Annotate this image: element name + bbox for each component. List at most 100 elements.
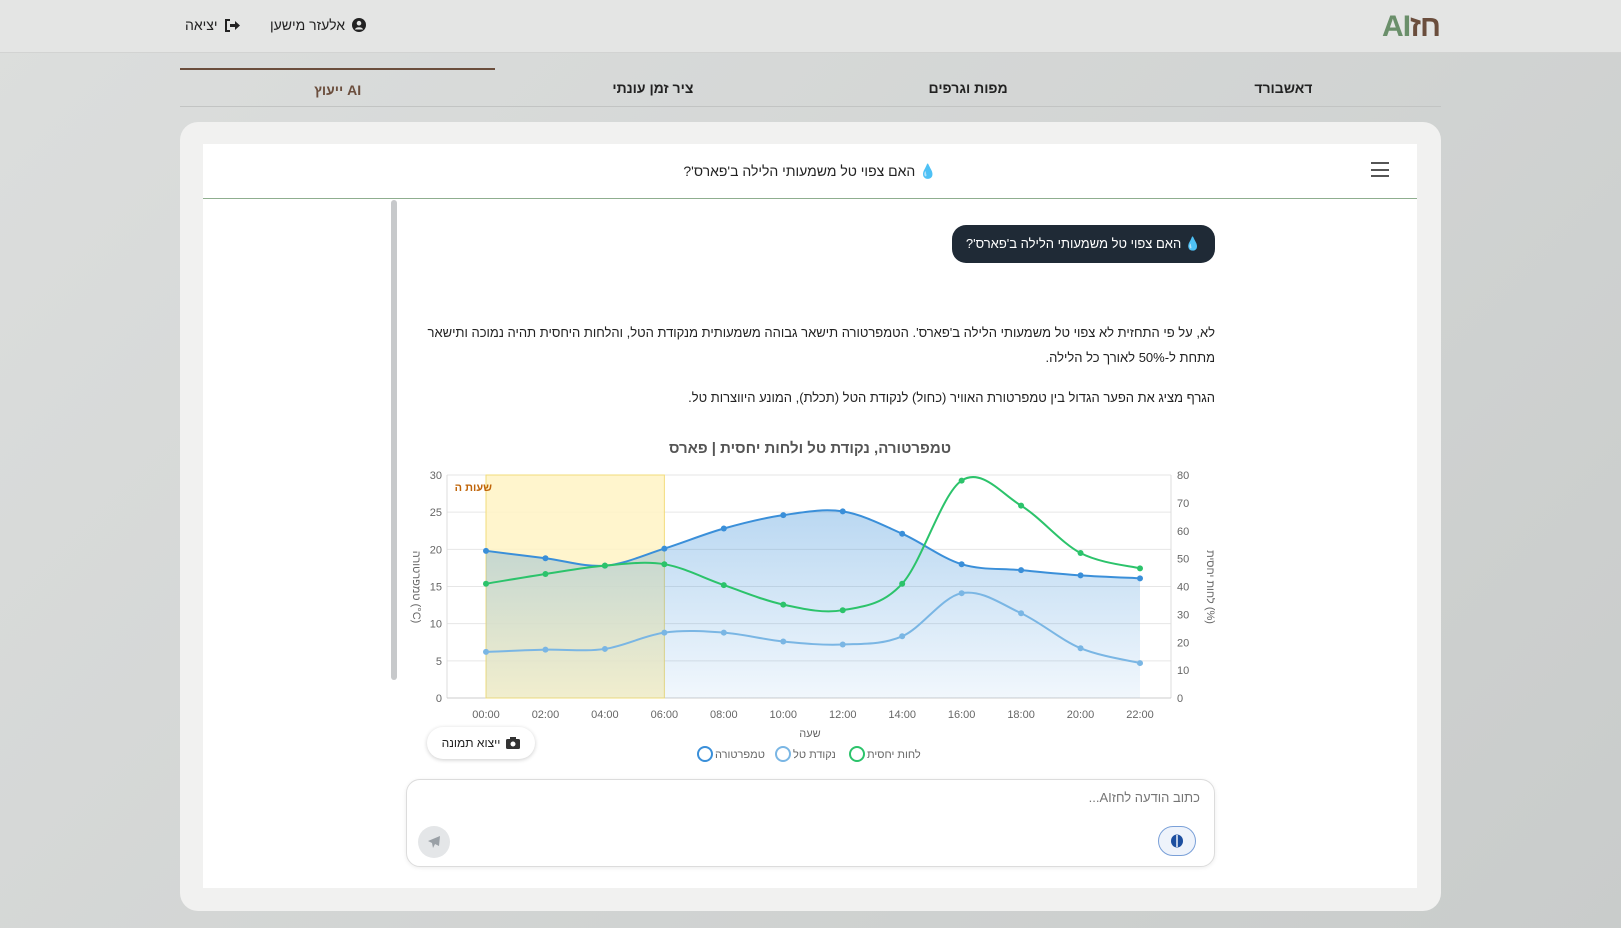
data-point	[661, 561, 668, 568]
data-point	[899, 580, 906, 587]
x-tick-label: 08:00	[710, 709, 738, 721]
data-point	[1137, 565, 1143, 572]
tab-seasonal-timeline[interactable]: ציר זמן עונתי	[612, 80, 694, 96]
assistant-answer-paragraph: הגרף מציג את הפער הגדול בין טמפרטורת האו…	[688, 390, 1215, 405]
x-tick-label: 14:00	[888, 709, 916, 721]
y2-tick-label: 20	[1177, 637, 1189, 649]
x-tick-label: 04:00	[591, 709, 619, 721]
y2-tick-label: 60	[1177, 526, 1189, 538]
data-point	[483, 580, 489, 587]
highlight-label: שעות ה	[455, 482, 493, 494]
tab-ai-advisor[interactable]: ייעוץ AI	[180, 68, 496, 106]
x-tick-label: 16:00	[948, 709, 976, 721]
chat-title: 💧 האם צפוי טל משמעותי הלילה ב'פארס'?	[683, 162, 937, 179]
data-point	[720, 525, 727, 532]
data-point	[1018, 567, 1025, 574]
data-point	[1137, 575, 1143, 582]
message-input[interactable]	[440, 790, 1200, 805]
data-point	[601, 562, 608, 569]
legend-marker	[775, 746, 791, 762]
data-point	[839, 607, 846, 614]
data-point	[720, 629, 727, 636]
dew-chart: טמפרטורה, נקודת טל ולחות יחסית | פארס 0 5…	[410, 440, 1215, 762]
data-point	[1018, 610, 1025, 617]
paper-plane-icon	[428, 836, 440, 848]
y-tick-label: 0	[436, 693, 442, 705]
data-point	[1137, 660, 1143, 667]
data-point	[483, 547, 489, 554]
data-point	[780, 638, 787, 645]
y-tick-label: 15	[430, 582, 442, 594]
sidebar-scrollbar[interactable]	[391, 200, 397, 680]
data-point	[1018, 502, 1025, 509]
legend-label: נקודת טל	[793, 748, 836, 761]
data-point	[720, 582, 727, 589]
y-tick-label: 10	[430, 619, 442, 631]
data-point	[483, 648, 489, 655]
x-tick-label: 06:00	[651, 709, 679, 721]
data-point	[661, 629, 668, 636]
assistant-answer-paragraph: לא, על פי התחזית לא צפוי טל משמעותי הליל…	[427, 325, 1215, 365]
data-point	[958, 590, 965, 597]
data-point	[958, 561, 965, 568]
y2-tick-label: 30	[1177, 609, 1189, 621]
chart-title: טמפרטורה, נקודת טל ולחות יחסית | פארס	[669, 440, 951, 457]
x-tick-label: 02:00	[532, 709, 560, 721]
data-point	[1077, 572, 1084, 579]
main-tabs: דאשבורד מפות וגרפים ציר זמן עונתי ייעוץ …	[180, 68, 1441, 107]
user-menu[interactable]: אלעזר מישען	[270, 17, 367, 33]
sign-out-icon	[224, 18, 240, 32]
data-point	[780, 512, 787, 519]
y2-tick-label: 50	[1177, 554, 1189, 566]
x-tick-label: 10:00	[770, 709, 798, 721]
y2-tick-label: 80	[1177, 470, 1189, 482]
y-tick-label: 25	[430, 507, 442, 519]
tab-dashboard[interactable]: דאשבורד	[1254, 80, 1313, 96]
legend-marker	[849, 746, 865, 762]
send-button[interactable]	[418, 826, 450, 858]
export-label: ייצוא תמונה	[441, 736, 501, 750]
data-point	[1077, 550, 1084, 557]
data-point	[661, 545, 668, 552]
data-point	[542, 570, 549, 577]
legend-label: לחות יחסית	[867, 748, 921, 761]
logo[interactable]: AIחז	[1382, 10, 1441, 43]
hamburger-menu-icon[interactable]	[1371, 162, 1389, 177]
y2-tick-label: 40	[1177, 582, 1189, 594]
export-image-button[interactable]: ייצוא תמונה	[427, 727, 535, 759]
x-tick-label: 18:00	[1007, 709, 1035, 721]
message-composer	[406, 779, 1215, 867]
y2-axis-label: לחות יחסית (%)	[1204, 550, 1215, 624]
y2-tick-label: 70	[1177, 498, 1189, 510]
x-tick-label: 00:00	[472, 709, 500, 721]
brain-mode-button[interactable]	[1158, 826, 1196, 856]
y-tick-label: 5	[436, 656, 442, 668]
y-tick-label: 30	[430, 470, 442, 482]
x-tick-label: 12:00	[829, 709, 857, 721]
y2-tick-label: 0	[1177, 693, 1183, 705]
data-point	[958, 477, 965, 484]
legend-marker	[697, 746, 713, 762]
logout-label: יציאה	[185, 17, 218, 33]
data-point	[839, 641, 846, 648]
user-message: 💧 האם צפוי טל משמעותי הלילה ב'פארס'?	[951, 225, 1215, 263]
brain-icon	[1171, 834, 1183, 848]
camera-icon	[506, 737, 521, 749]
y-axis-label: טמפרטורה (°C)	[410, 551, 422, 624]
data-point	[1077, 645, 1084, 652]
chat-header: 💧 האם צפוי טל משמעותי הלילה ב'פארס'?	[203, 144, 1417, 199]
y2-tick-label: 10	[1177, 665, 1189, 677]
data-point	[899, 530, 906, 537]
tab-maps-charts[interactable]: מפות וגרפים	[928, 80, 1008, 96]
temperature-area-fill	[486, 510, 1140, 698]
x-tick-label: 22:00	[1126, 709, 1154, 721]
y-tick-label: 20	[430, 544, 442, 556]
data-point	[780, 601, 787, 608]
x-tick-label: 20:00	[1067, 709, 1095, 721]
logout-button[interactable]: יציאה	[185, 17, 240, 33]
user-name: אלעזר מישען	[270, 17, 346, 33]
data-point	[542, 646, 549, 653]
x-axis-label: שעה	[799, 728, 820, 740]
data-point	[839, 508, 846, 515]
user-circle-icon	[352, 18, 367, 32]
